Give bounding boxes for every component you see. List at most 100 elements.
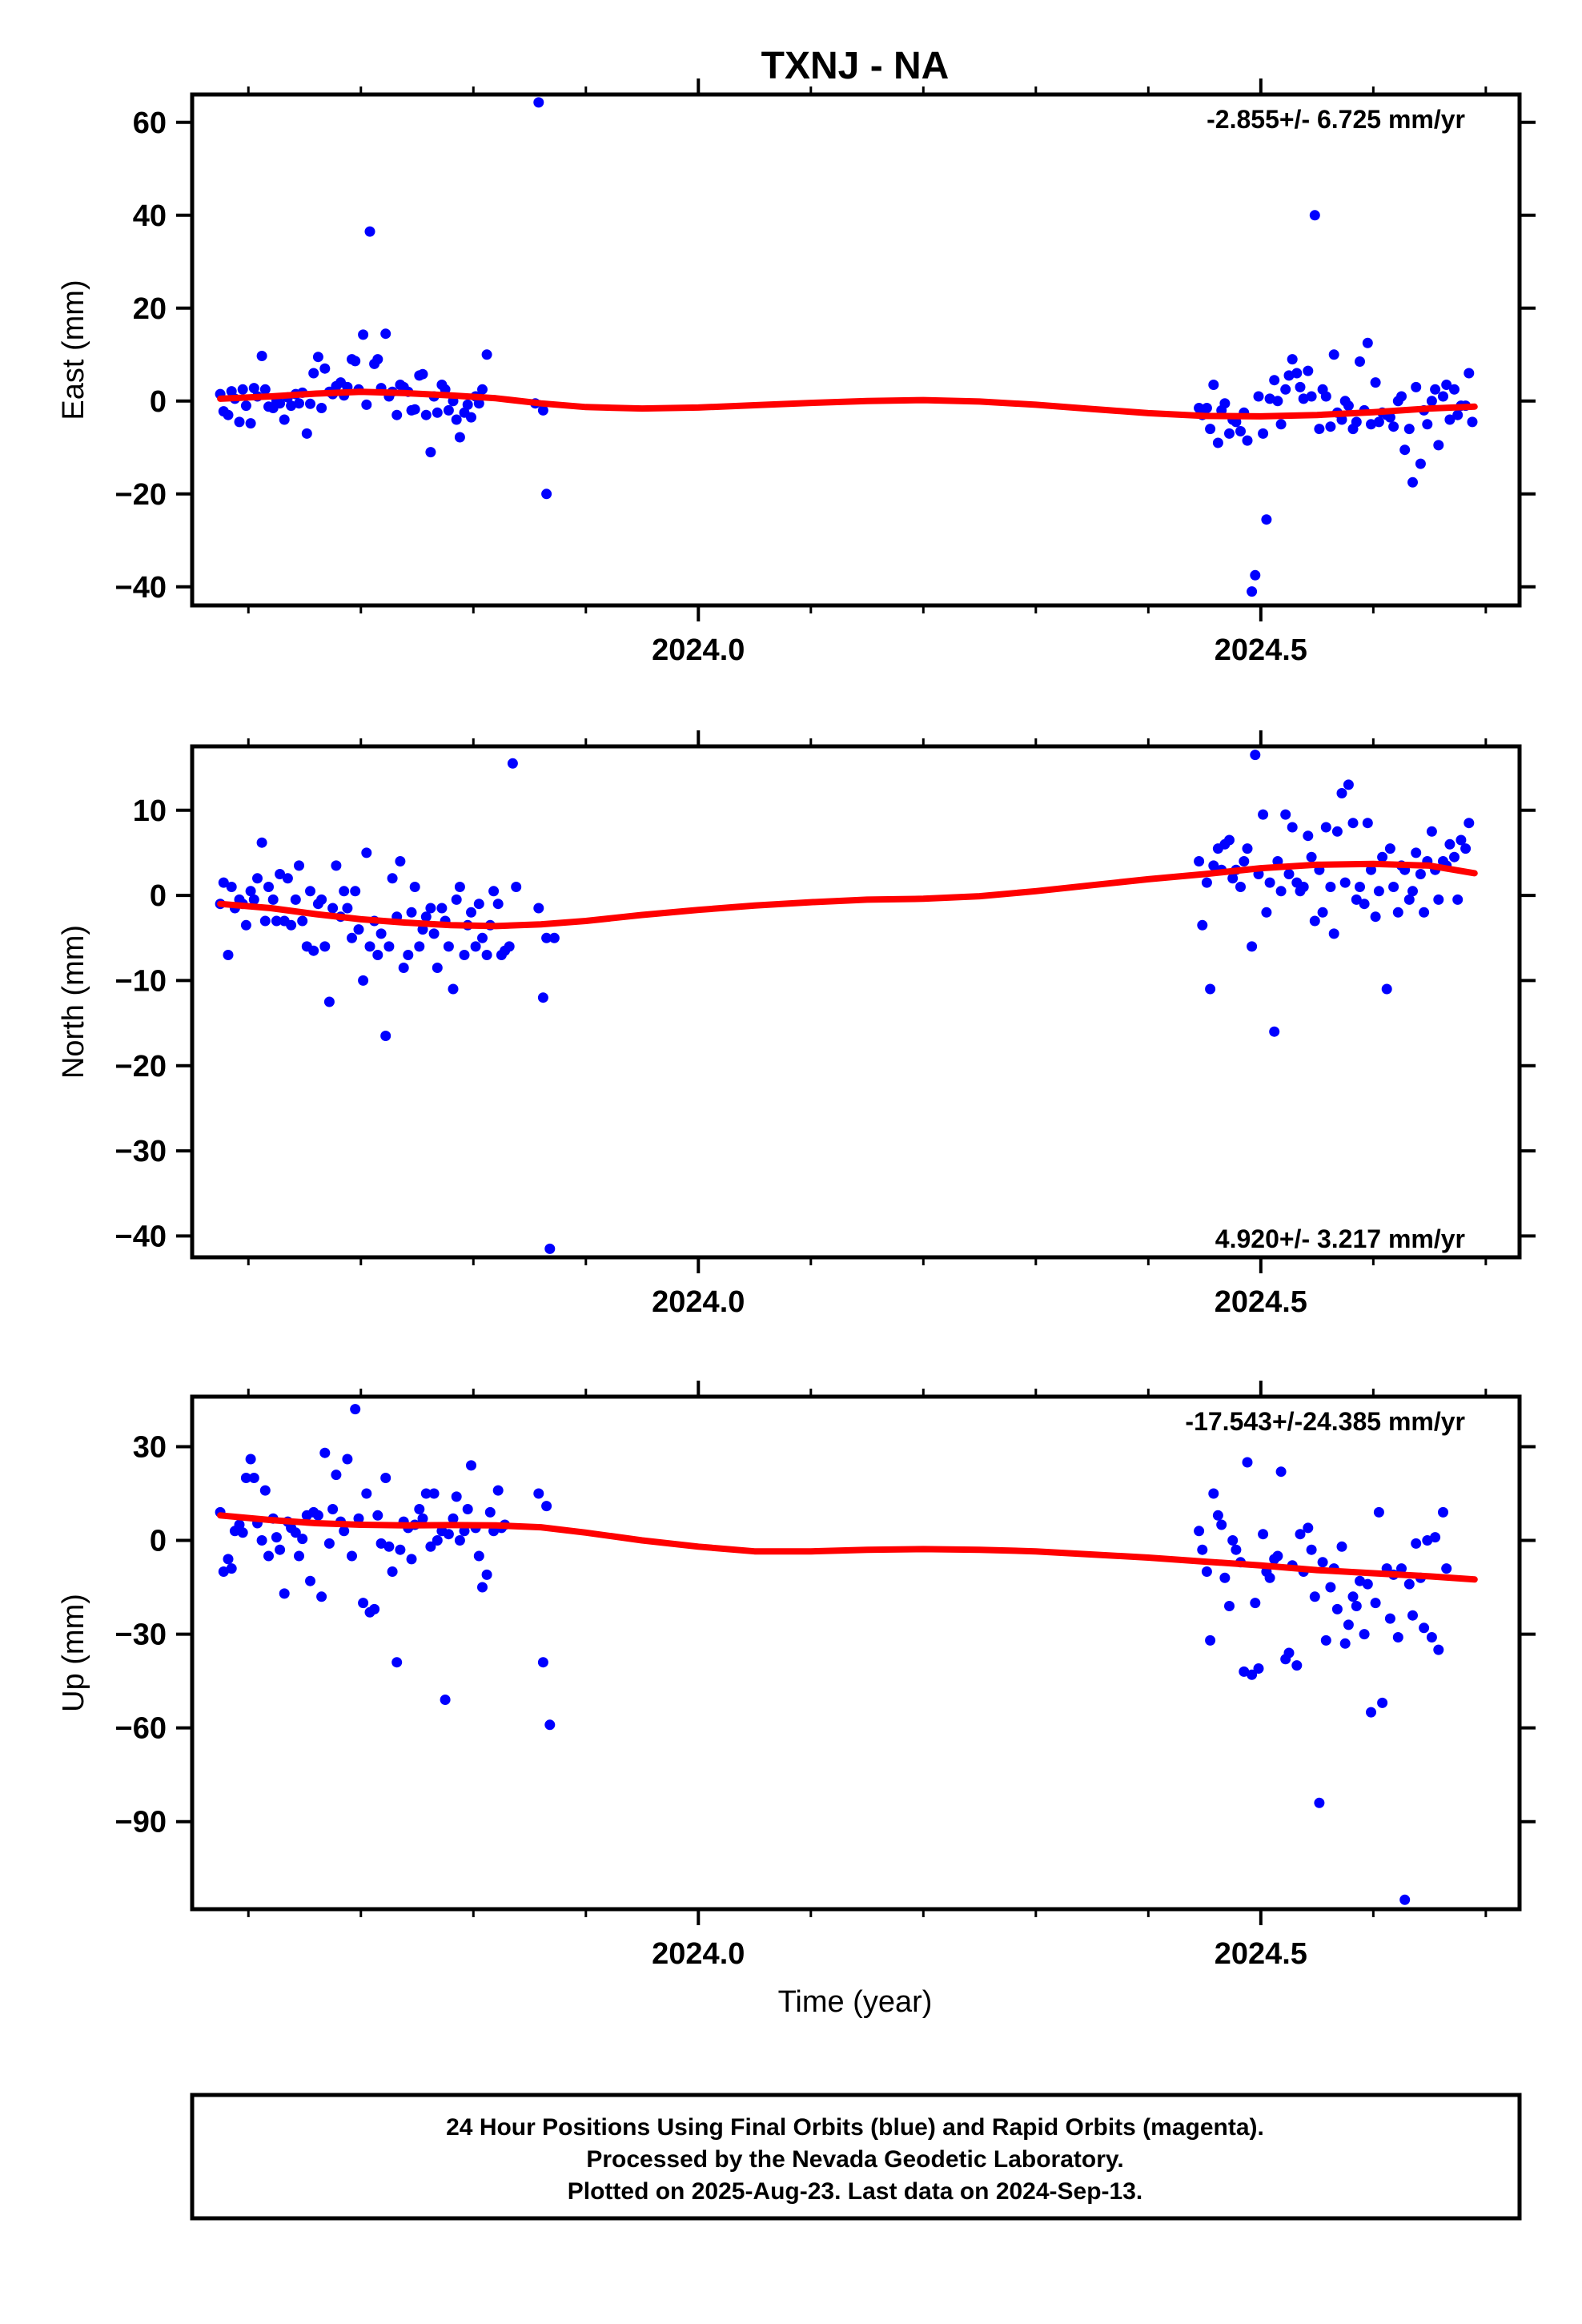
north-data-point [1250, 750, 1261, 761]
up-data-point [1336, 1541, 1347, 1552]
north-data-point [1370, 911, 1381, 923]
up-data-point [234, 1519, 245, 1530]
north-data-point [425, 903, 436, 914]
north-data-point [323, 996, 335, 1007]
east-data-point [1396, 391, 1407, 402]
east-velocity-label: -2.855+/- 6.725 mm/yr [1207, 105, 1465, 134]
north-data-point [443, 941, 454, 952]
north-data-point [406, 907, 417, 918]
up-data-point [1351, 1601, 1362, 1611]
east-data-point [1314, 424, 1325, 435]
y-tick-label: −20 [115, 478, 167, 512]
x-tick-label: 2024.0 [652, 1937, 745, 1971]
north-data-point [294, 860, 304, 871]
east-data-point [275, 398, 286, 409]
figure-title: TXNJ - NA [761, 45, 950, 87]
east-data-point [1411, 381, 1422, 392]
footer-line-2: Processed by the Nevada Geodetic Laborat… [586, 2146, 1123, 2173]
north-data-point [1325, 882, 1336, 892]
north-data-point [1227, 873, 1239, 884]
north-data-point [1403, 894, 1415, 905]
up-data-point [1227, 1535, 1239, 1546]
east-data-point [1250, 569, 1261, 581]
up-data-point [420, 1488, 432, 1499]
east-data-point [234, 416, 245, 428]
north-panel: 2024.0 2024.5 −40 −30 −20 −10 0 10 North (mm) 4.9… [57, 730, 1536, 1319]
east-data-point [533, 97, 544, 108]
north-data-point [488, 886, 500, 897]
north-data-point [537, 992, 548, 1003]
north-data-point [308, 945, 319, 956]
up-data-point [1314, 1797, 1325, 1808]
up-data-point [1258, 1529, 1269, 1540]
north-data-point [327, 903, 339, 914]
north-data-point [1224, 834, 1235, 846]
up-data-point [1212, 1510, 1223, 1521]
east-data-point [1438, 391, 1448, 402]
up-data-point [1339, 1638, 1351, 1649]
up-data-point [1331, 1603, 1343, 1614]
north-data-point [226, 882, 237, 892]
up-data-point [1426, 1632, 1437, 1642]
north-data-point [1258, 809, 1269, 820]
up-data-point [1320, 1634, 1331, 1646]
up-data-point [1197, 1544, 1208, 1555]
up-data-point [316, 1591, 327, 1602]
east-data-point [1373, 416, 1384, 428]
up-fit-line [217, 1512, 1478, 1583]
up-data-point [484, 1506, 496, 1518]
north-data-point [290, 894, 301, 905]
y-tick-label: −40 [115, 571, 167, 605]
north-data-point [1205, 983, 1216, 995]
east-y-axis-label: East (mm) [57, 279, 90, 420]
footer-line-3: Plotted on 2025-Aug-23. Last data on 202… [568, 2178, 1143, 2205]
up-data-point [312, 1510, 323, 1521]
north-data-point [448, 983, 459, 995]
north-data-point [245, 886, 256, 897]
up-data-point [290, 1527, 301, 1538]
up-data-point [459, 1526, 470, 1537]
footer-line-1: 24 Hour Positions Using Final Orbits (bl… [446, 2114, 1264, 2141]
x-tick-label: 2024.5 [1215, 633, 1307, 667]
north-data-point [1407, 886, 1418, 897]
north-data-point [1208, 860, 1219, 871]
east-data-point [358, 329, 369, 340]
up-data-point [492, 1485, 504, 1496]
north-data-point [353, 924, 364, 935]
north-data-point [420, 911, 432, 923]
east-data-point [1362, 337, 1373, 348]
north-data-point [1197, 919, 1208, 931]
north-data-point [451, 894, 462, 905]
up-data-point [223, 1554, 234, 1565]
east-data-point [1205, 424, 1216, 435]
east-data-point [1441, 380, 1452, 390]
up-data-point [533, 1488, 544, 1499]
up-data-point [350, 1404, 361, 1415]
up-data-point [256, 1535, 267, 1546]
footer-box: 24 Hour Positions Using Final Orbits (bl… [190, 2093, 1522, 2221]
up-data-point [1384, 1613, 1395, 1624]
y-tick-label: −60 [115, 1712, 167, 1746]
east-data-point [420, 409, 432, 420]
east-data-point [481, 349, 492, 360]
north-data-point [387, 873, 398, 884]
east-data-point [286, 400, 297, 412]
north-data-point [395, 856, 406, 866]
up-data-point [1194, 1526, 1205, 1537]
up-data-point [279, 1588, 290, 1599]
up-data-point [544, 1719, 556, 1731]
up-data-point [1396, 1563, 1407, 1574]
up-data-point [1422, 1535, 1433, 1546]
east-data-point [1219, 398, 1231, 409]
north-data-point [361, 847, 372, 858]
east-data-point [466, 412, 476, 423]
north-data-point [1464, 818, 1475, 829]
east-data-point [1261, 514, 1272, 525]
up-data-point [387, 1566, 398, 1577]
north-data-point [414, 941, 425, 952]
east-data-point [1328, 349, 1339, 360]
up-data-point [1205, 1634, 1216, 1646]
east-data-point [1449, 384, 1460, 395]
north-data-point [263, 882, 274, 892]
y-tick-label: −40 [115, 1220, 167, 1253]
